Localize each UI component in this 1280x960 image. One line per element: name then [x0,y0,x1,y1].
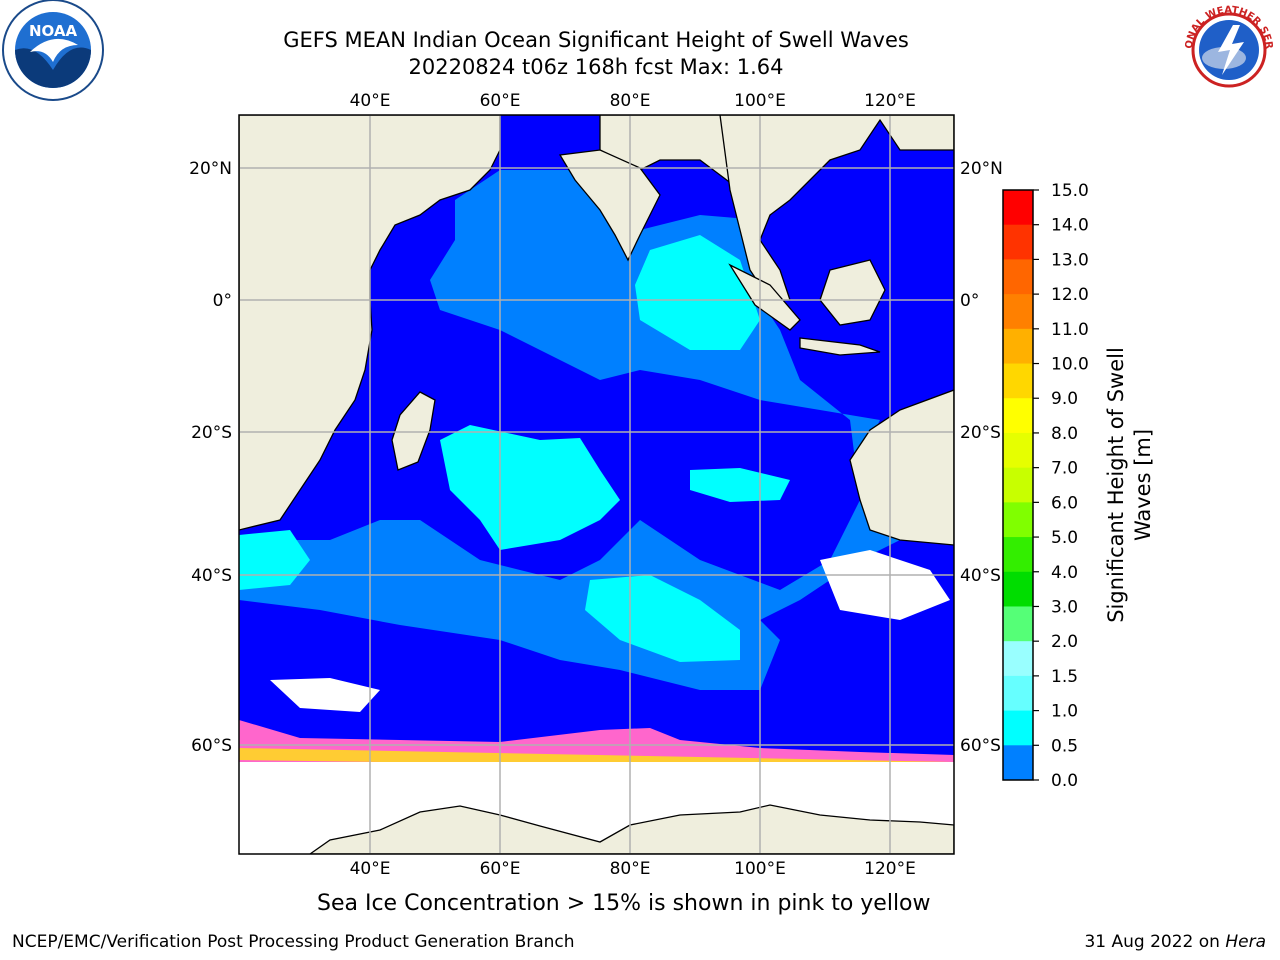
colorbar-tick-label: 1.0 [1051,702,1078,722]
swell-region-high-south [585,575,740,662]
colorbar-tick-label: 4.0 [1051,563,1078,583]
land-antarctica [308,804,954,854]
lon-tick-top-3: 80°E [610,91,651,111]
colorbar-label-line1: Significant Height of Swell [1104,347,1128,623]
land-southeast-asia [719,115,954,301]
colorbar-segment [1003,224,1033,260]
colorbar-label-line2: Waves [m] [1131,429,1155,541]
lat-tick-left-3: 20°S [191,423,232,443]
lon-tick-bottom-5: 120°E [864,859,916,879]
colorbar-tick-label: 3.0 [1051,597,1078,617]
footer-date-text: 31 Aug 2022 on [1084,932,1226,952]
colorbar-tick-label: 1.5 [1051,667,1078,687]
lon-tick-bottom-4: 100°E [734,859,786,879]
lat-tick-right-2: 0° [960,291,979,311]
colorbar-segment [1003,710,1033,746]
colorbar-tick-label: 14.0 [1051,216,1089,236]
colorbar-segment [1003,432,1033,469]
swell-region-high-central [440,425,620,550]
lat-tick-left-2: 0° [213,291,232,311]
lon-tick-top-1: 40°E [350,91,391,111]
colorbar-tick-label: 7.0 [1051,459,1078,479]
colorbar-segment [1003,502,1033,538]
lon-tick-bottom-2: 60°E [480,859,521,879]
colorbar-segment [1003,606,1033,642]
colorbar-segment [1003,467,1033,503]
colorbar-segment [1003,190,1033,226]
graticule [239,115,954,854]
lat-tick-right-3: 20°S [960,423,1001,443]
footer-branch: NCEP/EMC/Verification Post Processing Pr… [12,932,575,952]
sea-ice-caption: Sea Ice Concentration > 15% is shown in … [317,891,931,916]
lon-tick-bottom-3: 80°E [610,859,651,879]
colorbar-segment [1003,328,1033,365]
colorbar-segment [1003,641,1033,677]
colorbar-tick-label: 15.0 [1051,181,1089,201]
colorbar-segment [1003,259,1033,295]
ice-patch-2 [820,550,950,620]
footer-date: 31 Aug 2022 on Hera [1084,932,1266,952]
map-title: GEFS MEAN Indian Ocean Significant Heigh… [283,28,909,52]
swell-region-high-east [690,468,790,502]
colorbar-tick-label: 5.0 [1051,528,1078,548]
colorbar-segment [1003,537,1033,573]
land-australia [849,389,954,546]
land-madagascar [391,391,436,471]
lon-tick-top-4: 100°E [734,91,786,111]
map-subtitle: 20220824 t06z 168h fcst Max: 1.64 [408,55,784,79]
lat-tick-right-5: 60°S [960,736,1001,756]
colorbar-tick-label: 12.0 [1051,285,1089,305]
colorbar-segment [1003,363,1033,399]
colorbar-tick-label: 0.0 [1051,771,1078,791]
colorbar-segment [1003,745,1033,781]
swell-region-mid [239,170,954,690]
ice-patch-1 [270,678,380,712]
noaa-logo-text: NOAA [29,22,78,40]
colorbar-tick-label: 13.0 [1051,250,1089,270]
lon-tick-bottom-1: 40°E [350,859,391,879]
colorbar-segment [1003,398,1033,434]
lon-tick-top-2: 60°E [480,91,521,111]
lat-tick-left-4: 40°S [191,566,232,586]
colorbar-ticks: 15.0 14.0 13.0 12.0 11.0 10.0 9.0 8.0 7.0 6.0 5.0 4… [1033,181,1089,791]
lon-tick-top-5: 120°E [864,91,916,111]
lat-tick-left-1: 20°N [189,159,232,179]
colorbar-tick-label: 10.0 [1051,355,1089,375]
land-java [799,337,881,356]
colorbar-segment [1003,675,1033,712]
colorbar-tick-label: 0.5 [1051,736,1078,756]
colorbar-frame [1002,189,1034,781]
land-indian-peninsula [558,149,661,262]
footer-host: Hera [1225,932,1266,952]
land-sumatra [728,263,801,331]
map-frame [238,114,955,855]
colorbar-tick-label: 8.0 [1051,424,1078,444]
nws-logo: NATIONAL WEATHER SERVICE [1178,0,1277,98]
lat-tick-right-1: 20°N [960,159,1003,179]
colorbar [1002,189,1034,781]
lat-tick-right-4: 40°S [960,566,1001,586]
colorbar-tick-label: 2.0 [1051,632,1078,652]
noaa-logo: NOAA [2,0,104,101]
colorbar-segment [1003,571,1033,607]
colorbar-tick-label: 9.0 [1051,389,1078,409]
colorbar-segment [1003,294,1033,330]
lat-tick-left-5: 60°S [191,736,232,756]
colorbar-tick-label: 11.0 [1051,320,1089,340]
colorbar-tick-label: 6.0 [1051,493,1078,513]
